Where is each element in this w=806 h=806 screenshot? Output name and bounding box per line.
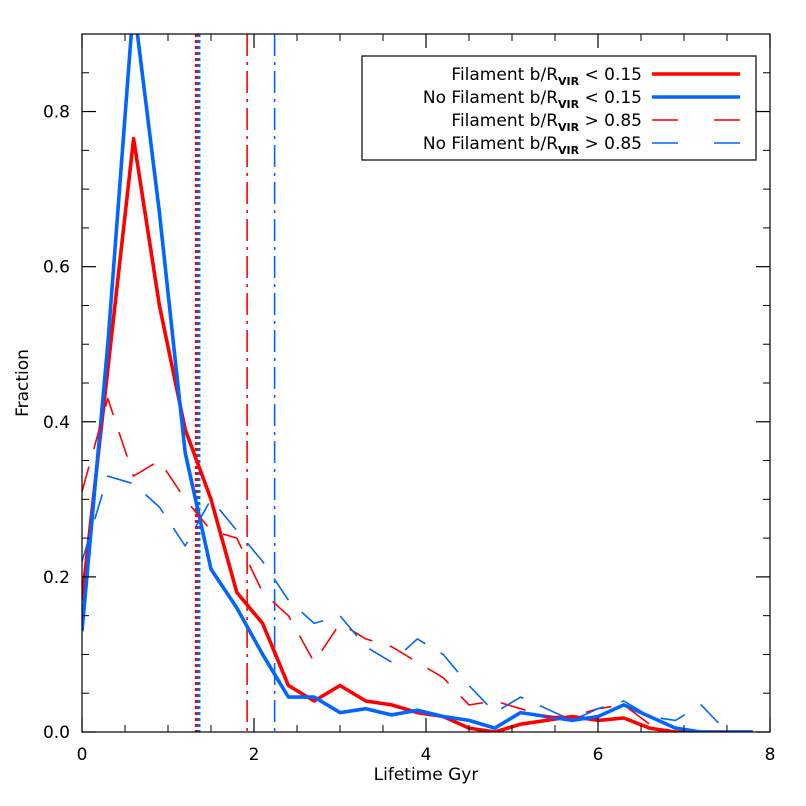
- legend-label: Filament b/RVIR > 0.85: [451, 111, 642, 134]
- legend-label: No Filament b/RVIR > 0.85: [423, 134, 642, 157]
- y-tick-label: 0.6: [43, 258, 70, 278]
- x-tick-label: 4: [421, 745, 432, 765]
- series-layer: [82, 34, 753, 732]
- vertical-marker-lines: [194, 34, 276, 732]
- x-tick-label: 6: [593, 745, 604, 765]
- y-tick-label: 0.2: [43, 568, 70, 588]
- y-tick-label: 0.8: [43, 103, 70, 123]
- x-axis-title: Lifetime Gyr: [374, 765, 479, 785]
- x-tick-label: 2: [249, 745, 260, 765]
- legend-label: No Filament b/RVIR < 0.15: [423, 88, 642, 111]
- y-tick-label: 0.4: [43, 413, 70, 433]
- x-tick-label: 0: [77, 745, 88, 765]
- legend-label: Filament b/RVIR < 0.15: [451, 65, 642, 88]
- axes: 0 2 4 6 8 0.0 0.2 0.4 0.6 0.8: [43, 33, 776, 765]
- y-axis-title: Fraction: [13, 349, 33, 417]
- series-line-3: [82, 397, 727, 732]
- series-line-2: [82, 34, 753, 732]
- y-tick-label: 0.0: [43, 723, 70, 743]
- x-tick-label: 8: [765, 745, 776, 765]
